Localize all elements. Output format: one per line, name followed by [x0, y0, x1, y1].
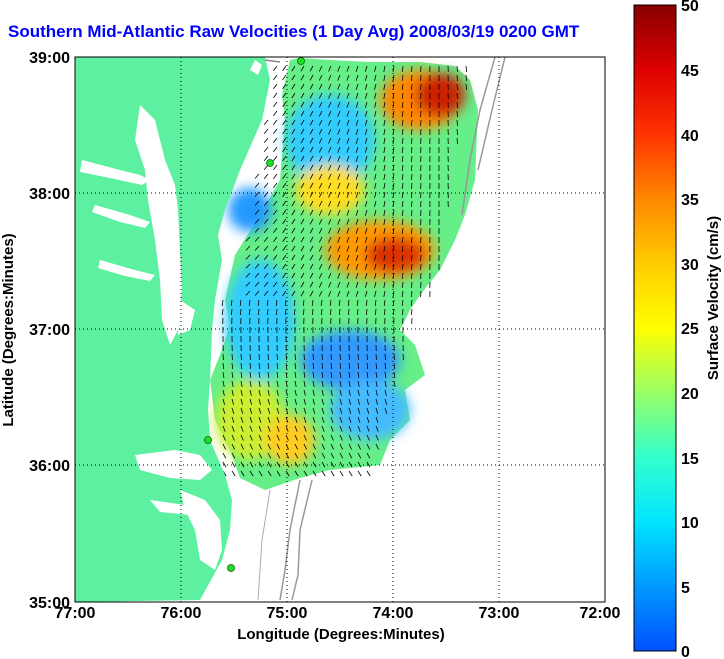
grid [75, 57, 605, 602]
y-tick-label: 38:00 [29, 186, 70, 203]
colorbar-tick: 10 [681, 515, 699, 532]
x-tick-label: 74:00 [373, 605, 414, 622]
radar-stations [204, 57, 305, 572]
depth-contour [461, 57, 496, 216]
colorbar: 50 45 40 35 30 25 20 15 10 5 0 Surface V… [633, 0, 722, 659]
x-tick-label: 76:00 [161, 605, 202, 622]
colorbar-tick: 45 [681, 63, 699, 80]
colorbar-tick: 40 [681, 128, 699, 145]
colorbar-tick: 35 [681, 192, 699, 209]
y-tick-label: 37:00 [29, 322, 70, 339]
station-marker [204, 436, 212, 444]
station-marker [227, 564, 235, 572]
x-axis: 77:00 76:00 75:00 74:00 73:00 72:00 Long… [55, 605, 621, 643]
x-tick-label: 73:00 [479, 605, 520, 622]
velocity-arrow-path [221, 65, 468, 477]
x-tick-label: 77:00 [55, 605, 96, 622]
station-marker [297, 57, 305, 65]
y-tick-label: 39:00 [29, 50, 70, 67]
y-axis-label: Latitude (Degrees:Minutes) [0, 233, 17, 426]
colorbar-tick: 50 [681, 0, 699, 15]
x-tick-label: 72:00 [580, 605, 621, 622]
x-axis-label: Longitude (Degrees:Minutes) [237, 626, 445, 643]
velocity-arrows [221, 65, 468, 477]
colorbar-tick: 0 [681, 644, 690, 659]
colorbar-tick: 20 [681, 386, 699, 403]
colorbar-tick: 15 [681, 451, 699, 468]
y-axis: 39:00 38:00 37:00 36:00 35:00 Latitude (… [0, 50, 70, 612]
plot-frame [74, 56, 606, 603]
velocity-field [210, 58, 478, 490]
colorbar-tick: 5 [681, 580, 690, 597]
colorbar-scale [633, 4, 677, 652]
map-title: Southern Mid-Atlantic Raw Velocities (1 … [8, 22, 580, 41]
colorbar-tick: 30 [681, 257, 699, 274]
station-marker [266, 159, 274, 167]
y-tick-label: 35:00 [29, 595, 70, 612]
y-tick-label: 36:00 [29, 458, 70, 475]
colorbar-label: Surface Velocity (cm/s) [705, 216, 722, 380]
x-tick-label: 75:00 [267, 605, 308, 622]
colorbar-tick: 25 [681, 321, 699, 338]
